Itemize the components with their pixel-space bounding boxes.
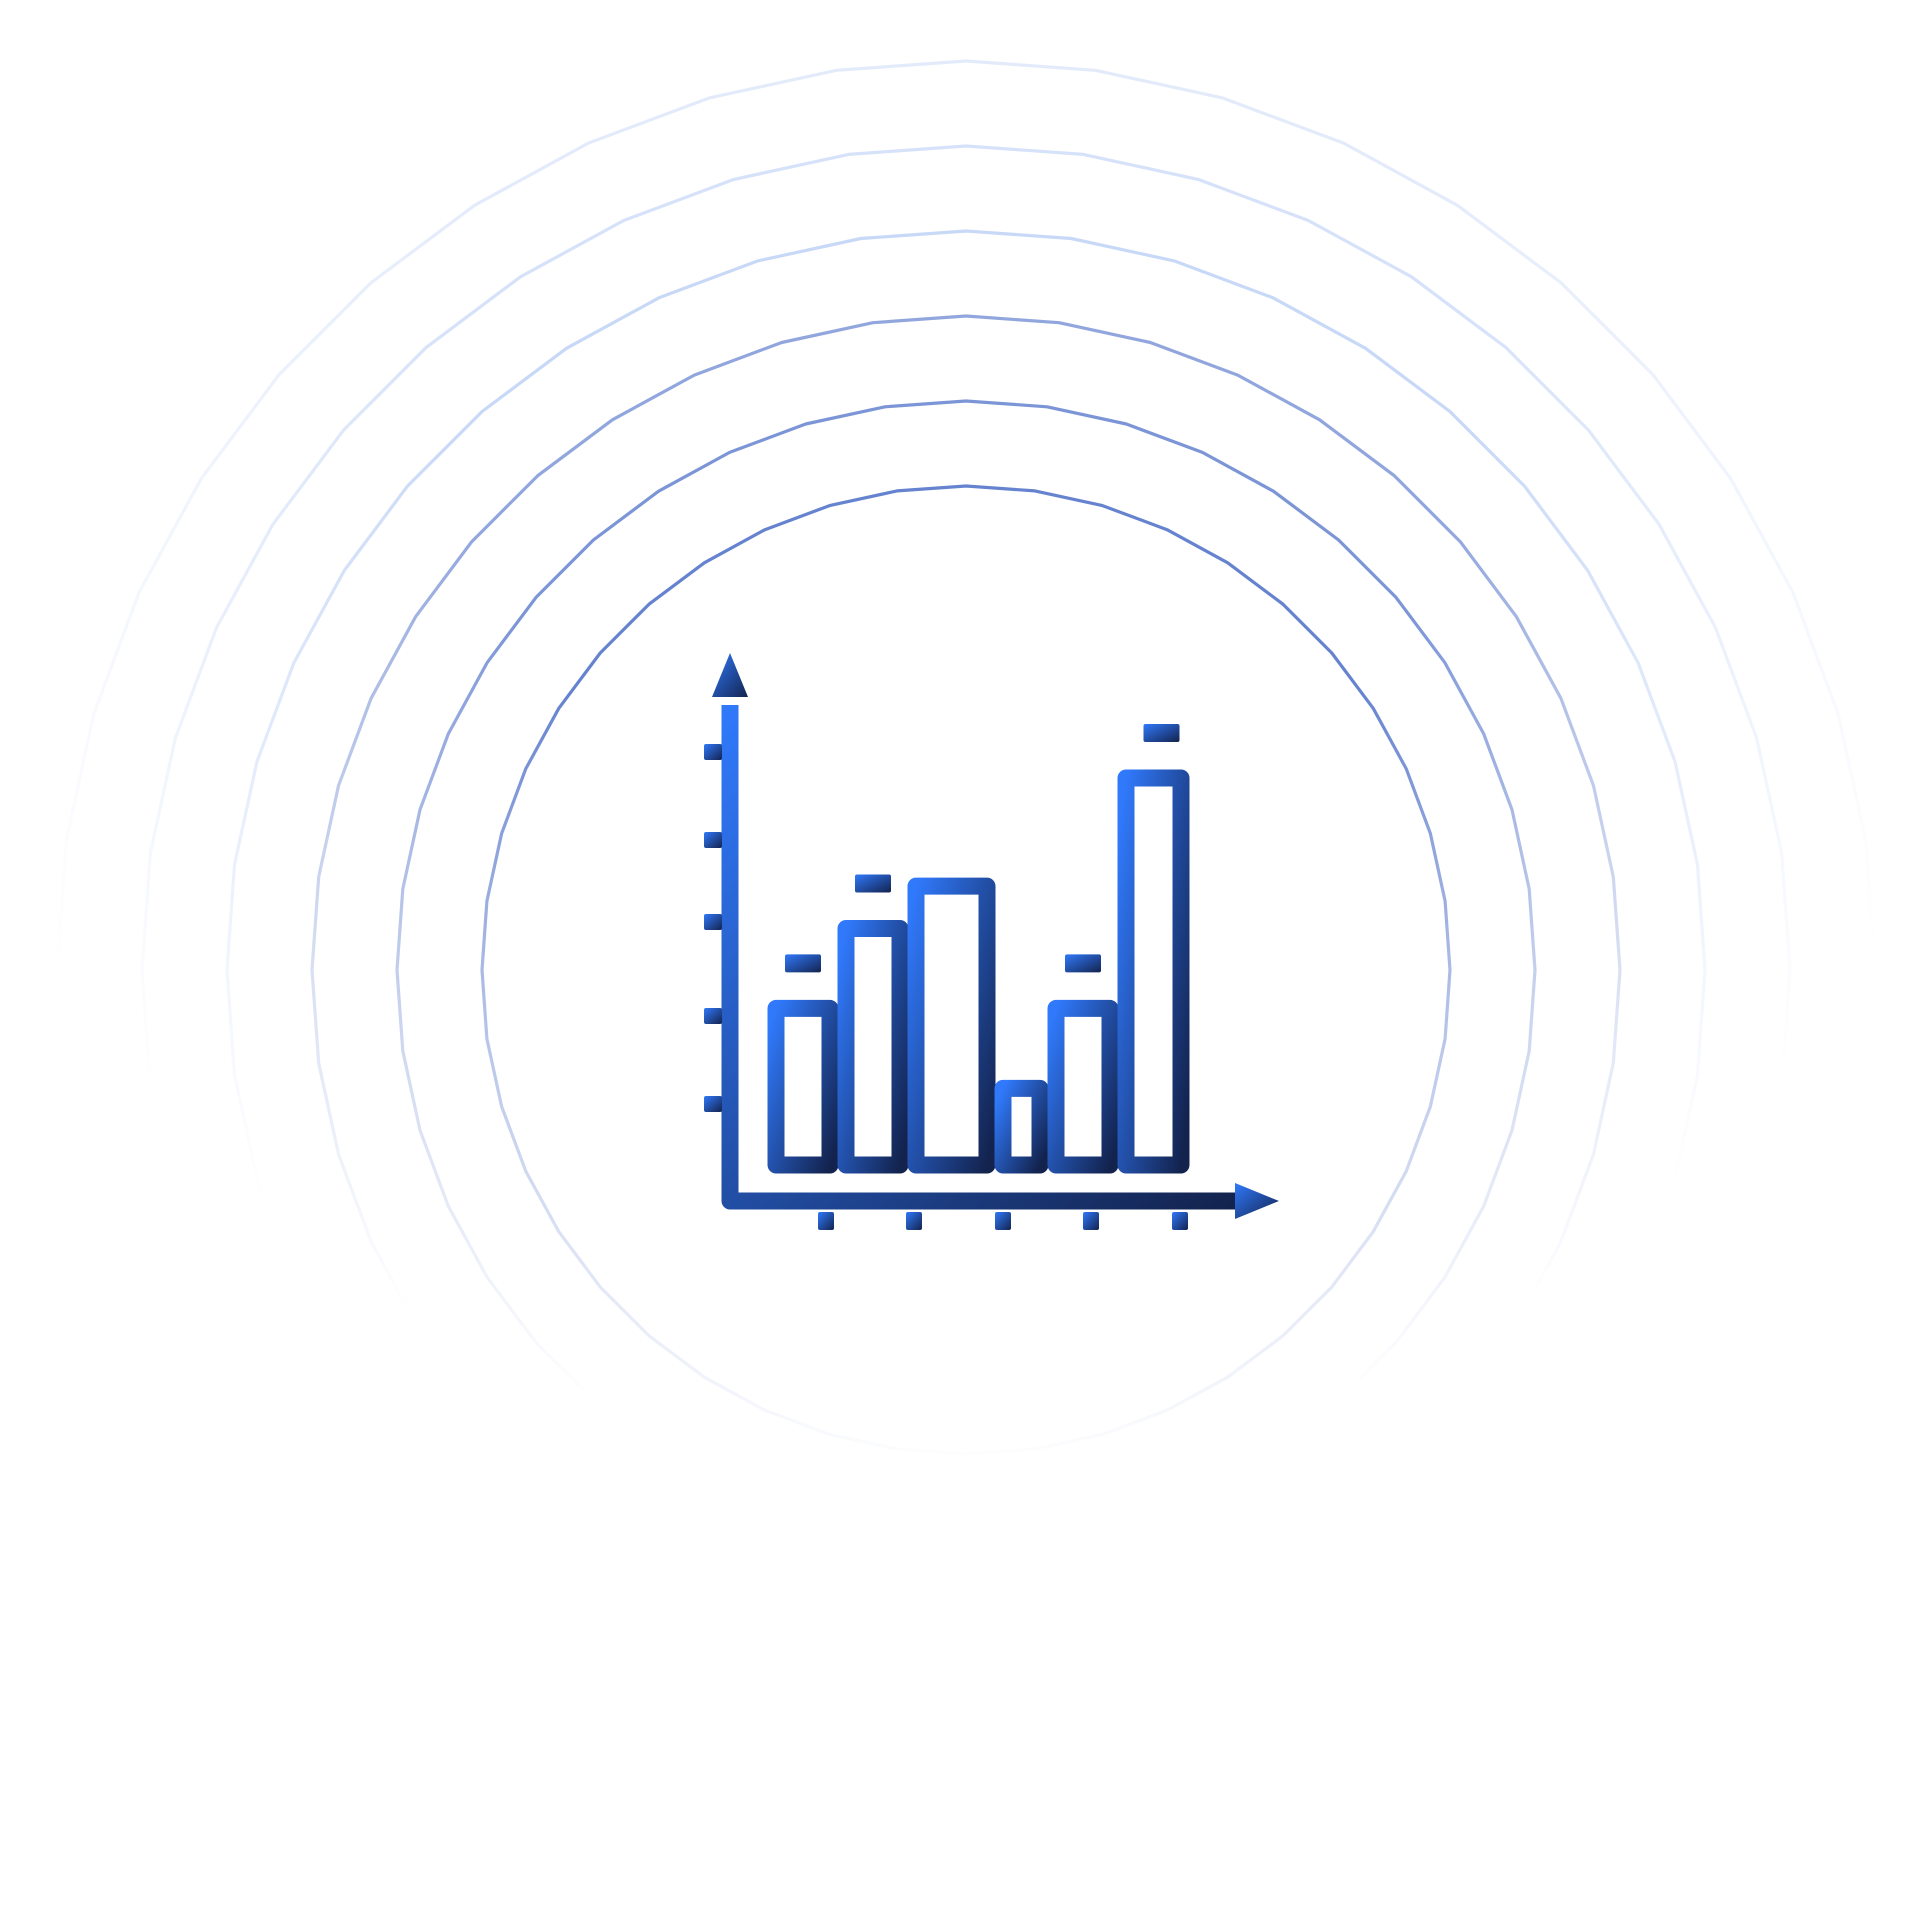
x-tick-1 — [818, 1212, 834, 1230]
bar-label-2 — [855, 874, 891, 893]
bar-5 — [1047, 999, 1119, 1174]
y-tick-2 — [704, 832, 722, 848]
bar-label-1 — [785, 954, 821, 973]
bar-2 — [837, 919, 909, 1174]
y-tick-5 — [704, 1096, 722, 1112]
concentric-rings — [55, 59, 1877, 1881]
y-axis-arrow — [712, 653, 748, 697]
bar-chart-icon — [704, 653, 1279, 1230]
y-tick-1 — [704, 744, 722, 760]
x-tick-5 — [1172, 1212, 1188, 1230]
bar-4 — [994, 1079, 1049, 1174]
y-tick-4 — [704, 1008, 722, 1024]
x-tick-2 — [906, 1212, 922, 1230]
bar-label-5 — [1065, 954, 1101, 973]
ring-6 — [55, 59, 1877, 1881]
x-axis-arrow — [1235, 1183, 1279, 1219]
ring-2 — [395, 399, 1537, 1541]
ring-4 — [225, 229, 1707, 1711]
y-tick-3 — [704, 914, 722, 930]
bar-label-6 — [1143, 724, 1180, 742]
ring-5 — [140, 144, 1792, 1796]
ring-1 — [480, 484, 1452, 1456]
x-tick-4 — [1083, 1212, 1099, 1230]
bar-3 — [907, 877, 996, 1174]
bar-1 — [767, 999, 839, 1174]
y-axis-line — [721, 705, 1235, 1210]
x-tick-3 — [995, 1212, 1011, 1230]
ring-3 — [310, 314, 1622, 1626]
bar-6 — [1117, 769, 1190, 1174]
